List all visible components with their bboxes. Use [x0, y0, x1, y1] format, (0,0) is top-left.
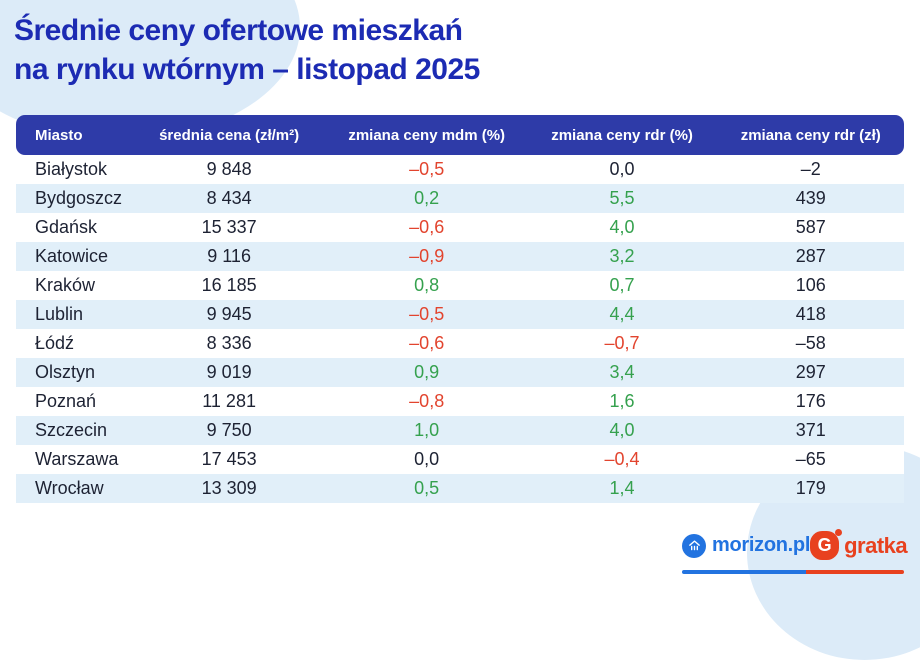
yoy-change-zl-cell: 418	[795, 304, 826, 324]
mom-change-cell: –0,8	[409, 391, 445, 411]
yoy-change-pct-cell: 4,0	[609, 217, 635, 237]
page-title-line1: Średnie ceny ofertowe mieszkań	[14, 14, 463, 47]
yoy-change-zl-cell: –58	[795, 333, 826, 353]
city-cell: Wrocław	[35, 478, 104, 498]
table-row: Gdańsk 15 337 –0,6 4,0 587	[16, 213, 904, 242]
yoy-change-pct-cell: –0,7	[604, 333, 640, 353]
avg-price-cell: 8 336	[206, 333, 252, 353]
table-row: Wrocław 13 309 0,5 1,4 179	[16, 474, 904, 503]
city-cell: Olsztyn	[35, 362, 96, 382]
table-row: Kraków 16 185 0,8 0,7 106	[16, 271, 904, 300]
price-table: Miasto średnia cena (zł/m²) zmiana ceny …	[16, 115, 904, 503]
avg-price-cell: 16 185	[201, 275, 257, 295]
brand-divider-line	[682, 570, 904, 574]
yoy-change-pct-cell: 3,2	[609, 246, 635, 266]
table-header-row: Miasto średnia cena (zł/m²) zmiana ceny …	[16, 115, 904, 155]
table-row: Poznań 11 281 –0,8 1,6 176	[16, 387, 904, 416]
yoy-change-pct-cell: 5,5	[609, 188, 635, 208]
yoy-change-zl-cell: 106	[795, 275, 826, 295]
page-title: Średnie ceny ofertowe mieszkań na rynku …	[14, 11, 480, 89]
city-cell: Kraków	[35, 275, 96, 295]
table-body: Białystok 9 848 –0,5 0,0 –2 Bydgoszcz 8 …	[16, 155, 904, 503]
mom-change-cell: –0,6	[409, 217, 445, 237]
mom-change-cell: 0,2	[414, 188, 440, 208]
table-row: Białystok 9 848 –0,5 0,0 –2	[16, 155, 904, 184]
yoy-change-pct-cell: 0,0	[609, 159, 635, 179]
column-header-yoy-change-zl: zmiana ceny rdr (zł)	[740, 126, 881, 144]
city-cell: Gdańsk	[35, 217, 98, 237]
city-cell: Warszawa	[35, 449, 119, 469]
mom-change-cell: 1,0	[414, 420, 440, 440]
yoy-change-pct-cell: 4,4	[609, 304, 635, 324]
avg-price-cell: 9 750	[206, 420, 252, 440]
city-cell: Lublin	[35, 304, 84, 324]
yoy-change-pct-cell: 0,7	[609, 275, 635, 295]
table-row: Bydgoszcz 8 434 0,2 5,5 439	[16, 184, 904, 213]
mom-change-cell: –0,6	[409, 333, 445, 353]
yoy-change-pct-cell: 1,6	[609, 391, 635, 411]
page-title-line2: na rynku wtórnym – listopad 2025	[14, 53, 480, 86]
mom-change-cell: 0,5	[414, 478, 440, 498]
column-header-yoy-change-pct: zmiana ceny rdr (%)	[551, 126, 693, 144]
city-cell: Bydgoszcz	[35, 188, 123, 208]
yoy-change-pct-cell: 3,4	[609, 362, 635, 382]
mom-change-cell: 0,8	[414, 275, 440, 295]
table-row: Olsztyn 9 019 0,9 3,4 297	[16, 358, 904, 387]
yoy-change-pct-cell: 4,0	[609, 420, 635, 440]
divider-blue-segment	[682, 570, 807, 574]
city-cell: Katowice	[35, 246, 109, 266]
table-row: Łódź 8 336 –0,6 –0,7 –58	[16, 329, 904, 358]
avg-price-cell: 15 337	[201, 217, 257, 237]
avg-price-cell: 9 945	[206, 304, 252, 324]
yoy-change-zl-cell: –65	[795, 449, 826, 469]
column-header-avg-price: średnia cena (zł/m²)	[159, 126, 300, 144]
mom-change-cell: –0,5	[409, 304, 445, 324]
yoy-change-zl-cell: –2	[800, 159, 821, 179]
yoy-change-pct-cell: –0,4	[604, 449, 640, 469]
city-cell: Białystok	[35, 159, 108, 179]
column-header-city: Miasto	[35, 126, 83, 144]
footer-brands: morizon.pl G gratka	[682, 529, 908, 574]
avg-price-cell: 9 848	[206, 159, 252, 179]
divider-red-segment	[806, 570, 904, 574]
city-cell: Łódź	[35, 333, 75, 353]
morizon-wordmark: morizon.pl	[712, 534, 811, 556]
gratka-wordmark: gratka	[844, 532, 908, 558]
avg-price-cell: 11 281	[202, 391, 256, 411]
avg-price-cell: 13 309	[201, 478, 257, 498]
yoy-change-zl-cell: 371	[795, 420, 826, 440]
gratka-logo: G gratka	[810, 529, 908, 560]
avg-price-cell: 8 434	[206, 188, 252, 208]
table-row: Szczecin 9 750 1,0 4,0 371	[16, 416, 904, 445]
mom-change-cell: 0,0	[414, 449, 440, 469]
yoy-change-zl-cell: 176	[795, 391, 826, 411]
table-row: Katowice 9 116 –0,9 3,2 287	[16, 242, 904, 271]
yoy-change-zl-cell: 287	[795, 246, 826, 266]
avg-price-cell: 9 116	[207, 246, 251, 266]
yoy-change-zl-cell: 179	[795, 478, 826, 498]
yoy-change-zl-cell: 439	[795, 188, 826, 208]
column-header-mom-change: zmiana ceny mdm (%)	[348, 126, 506, 144]
morizon-house-icon	[682, 533, 706, 558]
morizon-logo: morizon.pl	[682, 533, 811, 558]
avg-price-cell: 17 453	[201, 449, 257, 469]
yoy-change-pct-cell: 1,4	[609, 478, 635, 498]
city-cell: Poznań	[35, 391, 97, 411]
mom-change-cell: –0,5	[409, 159, 445, 179]
mom-change-cell: 0,9	[414, 362, 440, 382]
city-cell: Szczecin	[35, 420, 108, 440]
table-row: Lublin 9 945 –0,5 4,4 418	[16, 300, 904, 329]
yoy-change-zl-cell: 297	[795, 362, 826, 382]
mom-change-cell: –0,9	[409, 246, 445, 266]
table-row: Warszawa 17 453 0,0 –0,4 –65	[16, 445, 904, 474]
gratka-g-icon: G	[810, 529, 843, 560]
yoy-change-zl-cell: 587	[795, 217, 826, 237]
avg-price-cell: 9 019	[206, 362, 252, 382]
gratka-dot	[835, 529, 843, 536]
